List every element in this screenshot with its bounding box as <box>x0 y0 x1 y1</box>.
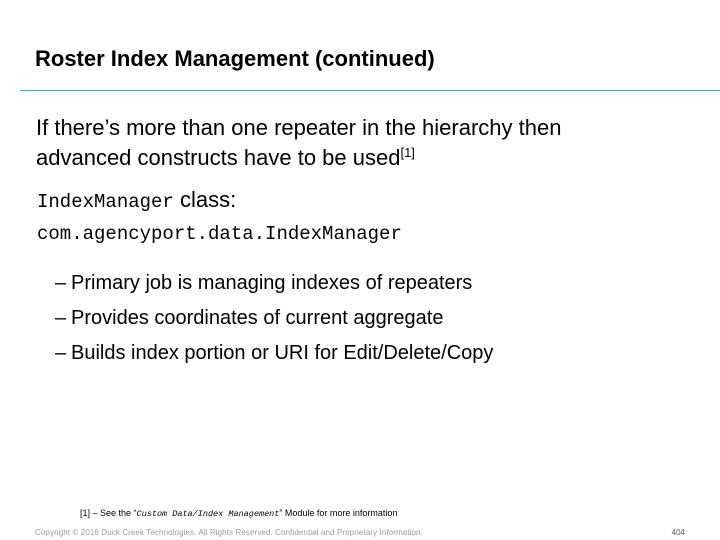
page-number: 404 <box>671 528 685 537</box>
copyright-notice: Copyright © 2016 Duck Creek Technologies… <box>35 528 423 537</box>
bullet-dash: – <box>55 342 67 364</box>
bullet-dash: – <box>55 307 67 329</box>
intro-line-2: advanced constructs have to be used <box>36 145 401 170</box>
footnote-reference: [1] <box>400 145 415 160</box>
title-divider <box>20 90 720 91</box>
bullet-text: Provides coordinates of current aggregat… <box>71 307 444 329</box>
footnote: [1] – See the “Custom Data/Index Managem… <box>80 508 397 519</box>
bullet-dash: – <box>55 272 67 294</box>
footnote-suffix: ” Module for more information <box>279 508 398 518</box>
bullet-list: – Primary job is managing indexes of rep… <box>55 272 675 377</box>
class-label: class: <box>173 187 237 212</box>
list-item: – Primary job is managing indexes of rep… <box>55 272 675 295</box>
bullet-text: Builds index portion or URI for Edit/Del… <box>71 342 494 364</box>
intro-line-1: If there’s more than one repeater in the… <box>36 115 562 140</box>
class-path: com.agencyport.data.IndexManager <box>37 223 402 245</box>
footnote-module-name: Custom Data/Index Management <box>136 509 280 519</box>
bullet-text: Primary job is managing indexes of repea… <box>71 272 473 294</box>
class-description: IndexManager class: com.agencyport.data.… <box>37 185 697 249</box>
footnote-prefix: [1] – See the “ <box>80 508 137 518</box>
slide-title: Roster Index Management (continued) <box>35 46 435 71</box>
intro-paragraph: If there’s more than one repeater in the… <box>36 113 696 173</box>
list-item: – Builds index portion or URI for Edit/D… <box>55 342 675 365</box>
list-item: – Provides coordinates of current aggreg… <box>55 307 675 330</box>
class-name: IndexManager <box>37 191 174 213</box>
